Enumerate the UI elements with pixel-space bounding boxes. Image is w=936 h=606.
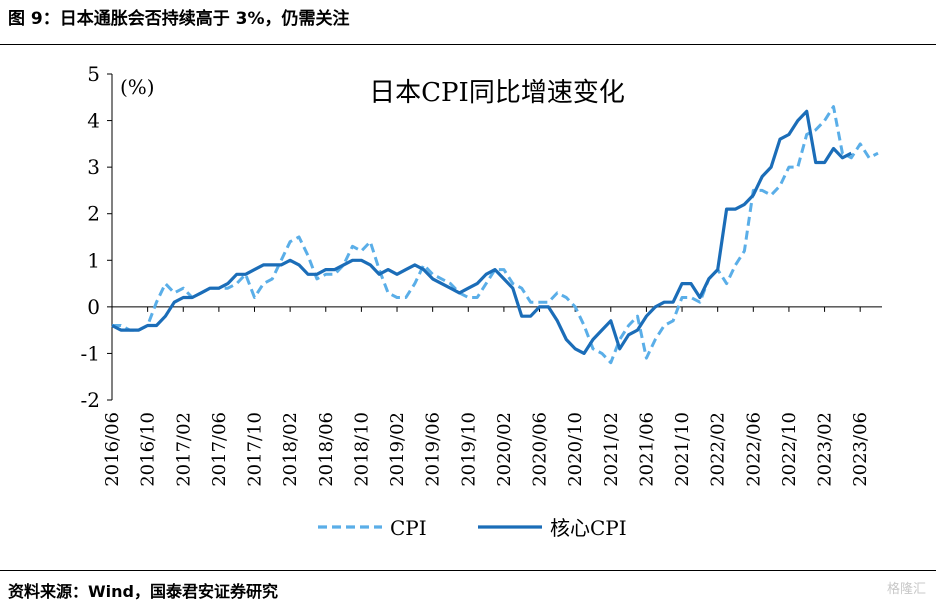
x-tick-label: 2023/02 bbox=[815, 412, 836, 487]
x-tick-label: 2018/06 bbox=[316, 412, 337, 487]
x-tick-label: 2022/06 bbox=[743, 412, 764, 487]
x-tick-label: 2018/02 bbox=[280, 412, 301, 487]
x-tick-label: 2022/02 bbox=[708, 412, 729, 487]
bottom-rule bbox=[0, 570, 936, 571]
x-tick-label: 2021/10 bbox=[672, 412, 693, 487]
cpi-line-chart: -2 -1 0 1 2 3 4 5 2016/06 2016/10 2017/02 2017/06 20… bbox=[81, 62, 882, 540]
chart-title: 日本CPI同比增速变化 bbox=[369, 78, 625, 108]
x-tick-label: 2023/06 bbox=[850, 412, 871, 487]
x-tick-label: 2019/02 bbox=[387, 412, 408, 487]
watermark: 格隆汇 bbox=[886, 582, 926, 597]
y-tick-label: 3 bbox=[87, 155, 100, 179]
y-tick-label: -2 bbox=[81, 388, 100, 412]
x-tick-label: 2021/06 bbox=[636, 412, 657, 487]
y-tick-label: -1 bbox=[81, 341, 100, 365]
x-tick-label: 2017/06 bbox=[209, 412, 230, 487]
y-tick-label: 1 bbox=[87, 248, 100, 272]
y-tick-label: 4 bbox=[87, 109, 100, 133]
x-tick-label: 2019/06 bbox=[423, 412, 444, 487]
x-tick-label: 2022/10 bbox=[779, 412, 800, 487]
figure-title: 图 9：日本通胀会否持续高于 3%，仍需关注 bbox=[8, 9, 350, 29]
x-tick-label: 2020/02 bbox=[494, 412, 515, 487]
source-note: 资料来源：Wind，国泰君安证券研究 bbox=[8, 582, 278, 601]
top-rule bbox=[0, 44, 936, 45]
cpi-series-line bbox=[112, 105, 879, 365]
y-axis-unit-label: (%) bbox=[120, 75, 155, 99]
x-tick-label: 2017/10 bbox=[245, 412, 266, 487]
y-tick-label: 0 bbox=[87, 295, 100, 319]
core-cpi-series-line bbox=[111, 109, 853, 355]
x-tick-label: 2018/10 bbox=[351, 412, 372, 487]
x-tick-label: 2016/06 bbox=[102, 412, 123, 487]
x-tick-label: 2016/10 bbox=[138, 412, 159, 487]
x-tick-label: 2020/10 bbox=[565, 412, 586, 487]
x-tick-label: 2019/10 bbox=[458, 412, 479, 487]
series-layer bbox=[111, 105, 879, 365]
y-tick-label: 2 bbox=[87, 202, 100, 226]
x-tick-label: 2020/06 bbox=[530, 412, 551, 487]
x-tick-label: 2017/02 bbox=[173, 412, 194, 487]
legend-cpi-label: CPI bbox=[390, 516, 427, 540]
axes-layer: -2 -1 0 1 2 3 4 5 2016/06 2016/10 2017/02 2017/06 20… bbox=[81, 62, 882, 487]
legend: CPI 核心CPI bbox=[318, 516, 627, 540]
y-tick-label: 5 bbox=[87, 62, 100, 86]
x-tick-label: 2021/02 bbox=[601, 412, 622, 487]
legend-core-cpi-label: 核心CPI bbox=[550, 516, 627, 540]
